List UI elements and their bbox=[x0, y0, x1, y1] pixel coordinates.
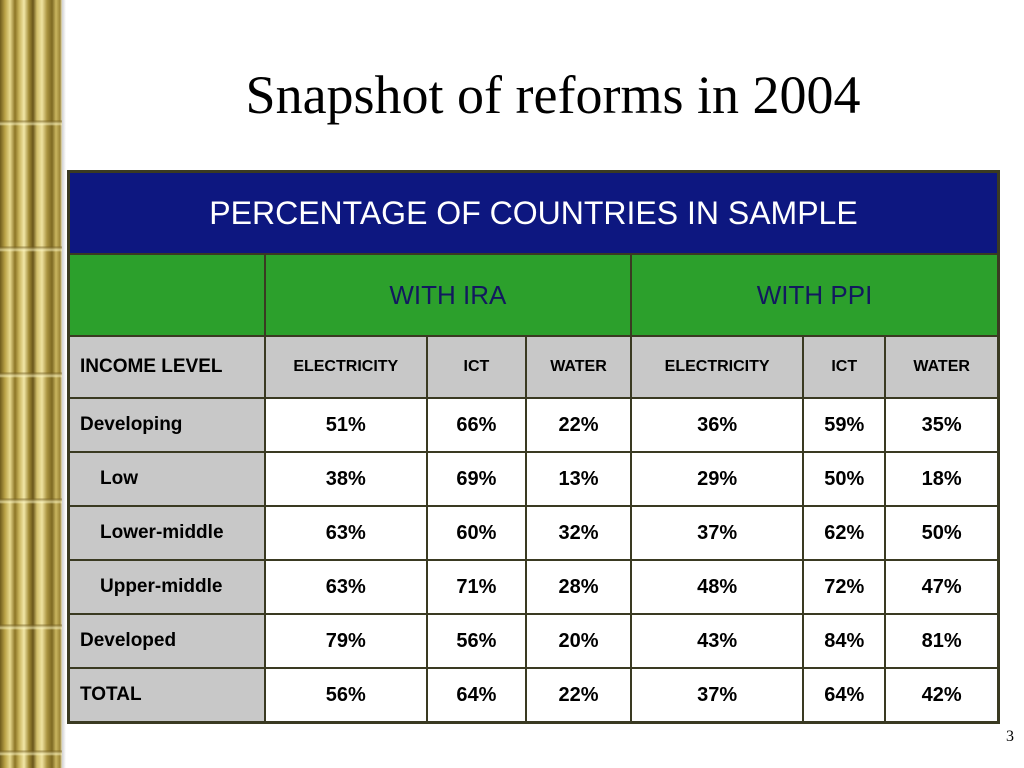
table-cell: 59% bbox=[802, 397, 887, 453]
column-header: ELECTRICITY bbox=[263, 335, 428, 399]
table-cell: 38% bbox=[263, 451, 428, 507]
table-cell: 69% bbox=[425, 451, 527, 507]
table-cell: 37% bbox=[630, 505, 805, 561]
table-cell: 66% bbox=[425, 397, 527, 453]
page-number: 3 bbox=[1006, 728, 1014, 745]
table-cell: 84% bbox=[802, 613, 887, 669]
group-header-ira: WITH IRA bbox=[263, 253, 633, 337]
table-cell: 79% bbox=[263, 613, 428, 669]
column-header: WATER bbox=[524, 335, 633, 399]
reforms-table: PERCENTAGE OF COUNTRIES IN SAMPLE WITH I… bbox=[67, 170, 1000, 724]
group-header-empty bbox=[67, 253, 266, 337]
column-header: WATER bbox=[884, 335, 1000, 399]
table-cell: 42% bbox=[884, 667, 1000, 724]
table-cell: 20% bbox=[524, 613, 633, 669]
slide-title: Snapshot of reforms in 2004 bbox=[245, 65, 861, 125]
table-row: Low 38% 69% 13% 29% 50% 18% bbox=[67, 451, 1000, 507]
table-cell: 62% bbox=[802, 505, 887, 561]
table-cell: 60% bbox=[425, 505, 527, 561]
table-cell: 50% bbox=[802, 451, 887, 507]
column-header: ICT bbox=[425, 335, 527, 399]
table-cell: 32% bbox=[524, 505, 633, 561]
row-label: Upper-middle bbox=[67, 559, 266, 615]
table-row: TOTAL 56% 64% 22% 37% 64% 42% bbox=[67, 667, 1000, 724]
table-row: Lower-middle 63% 60% 32% 37% 62% 50% bbox=[67, 505, 1000, 561]
table-cell: 18% bbox=[884, 451, 1000, 507]
table-cell: 22% bbox=[524, 397, 633, 453]
table-cell: 29% bbox=[630, 451, 805, 507]
table-title: PERCENTAGE OF COUNTRIES IN SAMPLE bbox=[67, 170, 1000, 255]
table-title-row: PERCENTAGE OF COUNTRIES IN SAMPLE bbox=[67, 170, 1000, 255]
column-header: ICT bbox=[802, 335, 887, 399]
column-header: ELECTRICITY bbox=[630, 335, 805, 399]
table-cell: 71% bbox=[425, 559, 527, 615]
row-label: Developed bbox=[67, 613, 266, 669]
row-label: Lower-middle bbox=[67, 505, 266, 561]
table-cell: 48% bbox=[630, 559, 805, 615]
table-row: Developing 51% 66% 22% 36% 59% 35% bbox=[67, 397, 1000, 453]
row-label: TOTAL bbox=[67, 667, 266, 724]
table-cell: 64% bbox=[802, 667, 887, 724]
table-cell: 56% bbox=[263, 667, 428, 724]
group-header-row: WITH IRA WITH PPI bbox=[67, 253, 1000, 337]
table-cell: 13% bbox=[524, 451, 633, 507]
column-header-income-level: INCOME LEVEL bbox=[67, 335, 266, 399]
table-cell: 36% bbox=[630, 397, 805, 453]
table-cell: 43% bbox=[630, 613, 805, 669]
table-cell: 28% bbox=[524, 559, 633, 615]
table-row: Developed 79% 56% 20% 43% 84% 81% bbox=[67, 613, 1000, 669]
table-cell: 63% bbox=[263, 505, 428, 561]
row-label: Low bbox=[67, 451, 266, 507]
table-cell: 51% bbox=[263, 397, 428, 453]
table-cell: 37% bbox=[630, 667, 805, 724]
table-cell: 81% bbox=[884, 613, 1000, 669]
table-cell: 22% bbox=[524, 667, 633, 724]
group-header-ppi: WITH PPI bbox=[630, 253, 1000, 337]
row-label: Developing bbox=[67, 397, 266, 453]
table-cell: 64% bbox=[425, 667, 527, 724]
table-cell: 63% bbox=[263, 559, 428, 615]
table-cell: 56% bbox=[425, 613, 527, 669]
table-cell: 35% bbox=[884, 397, 1000, 453]
table-cell: 72% bbox=[802, 559, 887, 615]
decorative-bamboo-border bbox=[0, 0, 66, 768]
table-cell: 47% bbox=[884, 559, 1000, 615]
column-header-row: INCOME LEVEL ELECTRICITY ICT WATER ELECT… bbox=[67, 335, 1000, 399]
table-row: Upper-middle 63% 71% 28% 48% 72% 47% bbox=[67, 559, 1000, 615]
table-cell: 50% bbox=[884, 505, 1000, 561]
